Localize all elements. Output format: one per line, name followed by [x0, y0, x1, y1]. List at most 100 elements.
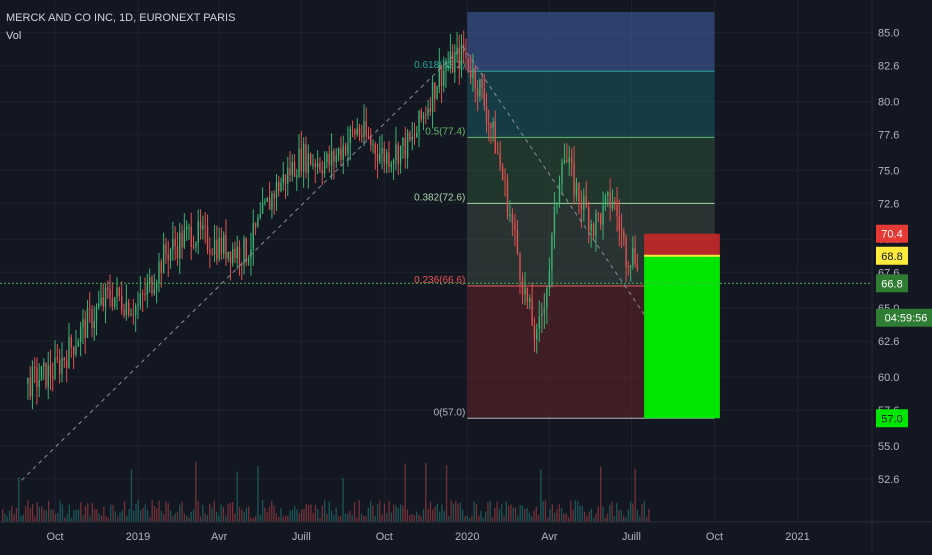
y-tick-label: 72.6	[878, 198, 899, 210]
candle-body	[130, 314, 132, 316]
volume-bar	[64, 517, 66, 522]
volume-bar	[457, 503, 459, 522]
volume-bar	[399, 504, 402, 522]
price-badge-label: 04:59:56	[885, 313, 928, 325]
candle-body	[358, 128, 361, 136]
fib-zone	[467, 71, 715, 138]
candle-body	[91, 309, 93, 329]
candle-body	[52, 376, 54, 379]
volume-bar	[153, 505, 156, 522]
candle-body	[340, 148, 342, 160]
candle-body	[541, 313, 543, 317]
candle-body	[492, 121, 494, 128]
volume-bar	[123, 501, 126, 522]
volume-bar	[52, 509, 54, 522]
volume-bar	[50, 509, 52, 522]
take-profit-zone[interactable]	[644, 255, 720, 419]
y-tick-label: 85.0	[878, 28, 899, 40]
volume-bar	[501, 504, 503, 522]
volume-bar	[376, 504, 379, 522]
volume-bar	[287, 515, 289, 522]
candle-body	[506, 180, 509, 217]
volume-bar	[310, 504, 312, 522]
candle-body	[172, 239, 174, 250]
volume-bar	[342, 477, 344, 522]
candle-body	[483, 87, 486, 107]
candle-body	[536, 328, 538, 340]
candle-body	[509, 214, 511, 217]
candle-body	[169, 249, 172, 261]
candle-body	[75, 346, 77, 355]
candle-body	[305, 144, 307, 173]
price-badge	[876, 409, 908, 428]
volume-bar	[402, 505, 404, 522]
volume-bar	[248, 506, 250, 522]
volume-bar	[340, 516, 342, 522]
candle-body	[234, 249, 236, 258]
volume-bar	[390, 512, 392, 522]
candle-body	[558, 183, 561, 204]
candle-body	[254, 222, 257, 227]
candle-body	[190, 226, 192, 247]
candle-body	[456, 47, 458, 55]
candle-body	[514, 222, 516, 231]
volume-bar	[439, 511, 441, 522]
volume-bar	[77, 509, 80, 522]
candle-body	[330, 150, 333, 166]
trend-line[interactable]	[21, 46, 464, 481]
volume-bar	[73, 510, 75, 522]
candle-body	[127, 301, 130, 316]
candle-body	[533, 325, 536, 340]
candle-body	[469, 70, 472, 78]
candle-body	[188, 226, 190, 228]
volume-bar	[381, 514, 383, 522]
volume-bar	[363, 515, 365, 522]
trend-line[interactable]	[462, 46, 715, 419]
candle-body	[183, 229, 186, 248]
candle-body	[335, 155, 337, 162]
volume-bar	[241, 509, 243, 522]
candle-body	[319, 163, 321, 170]
candle-body	[79, 326, 82, 342]
volume-bar	[128, 509, 130, 522]
volume-bar	[312, 512, 314, 522]
candle-body	[162, 244, 165, 274]
volume-bar	[2, 509, 4, 522]
candle-body	[367, 135, 370, 138]
volume-bar	[105, 516, 107, 522]
price-badge-label: 68.8	[881, 251, 902, 263]
volume-bar	[558, 504, 560, 522]
candle-body	[451, 51, 454, 72]
y-tick-label: 77.6	[878, 130, 899, 142]
candle-body	[627, 266, 630, 268]
y-tick-label: 82.6	[878, 61, 899, 73]
candle-body	[232, 249, 234, 263]
candle-body	[45, 362, 47, 387]
stop-loss-zone[interactable]	[644, 233, 720, 256]
candle-body	[392, 160, 395, 164]
volume-bar	[482, 517, 484, 522]
volume-bar	[225, 515, 227, 522]
volume-bar	[169, 510, 172, 522]
candle-body	[578, 183, 580, 202]
candle-body	[38, 380, 40, 387]
candle-body	[148, 277, 151, 284]
candle-body	[245, 238, 247, 263]
candle-body	[602, 202, 604, 225]
candle-body	[250, 249, 252, 259]
candle-body	[209, 249, 211, 254]
candle-body	[298, 148, 300, 177]
fib-level-label: 0.382(72.6)	[414, 192, 465, 203]
volume-bar	[432, 509, 434, 522]
volume-bar	[268, 506, 271, 522]
candle-body	[321, 169, 323, 174]
volume-bar	[641, 504, 643, 522]
volume-bar	[478, 515, 480, 522]
candle-body	[116, 287, 118, 298]
volume-bar	[245, 507, 248, 522]
volume-bar	[365, 516, 367, 522]
volume-bar	[8, 510, 11, 522]
volume-bar	[234, 513, 236, 522]
